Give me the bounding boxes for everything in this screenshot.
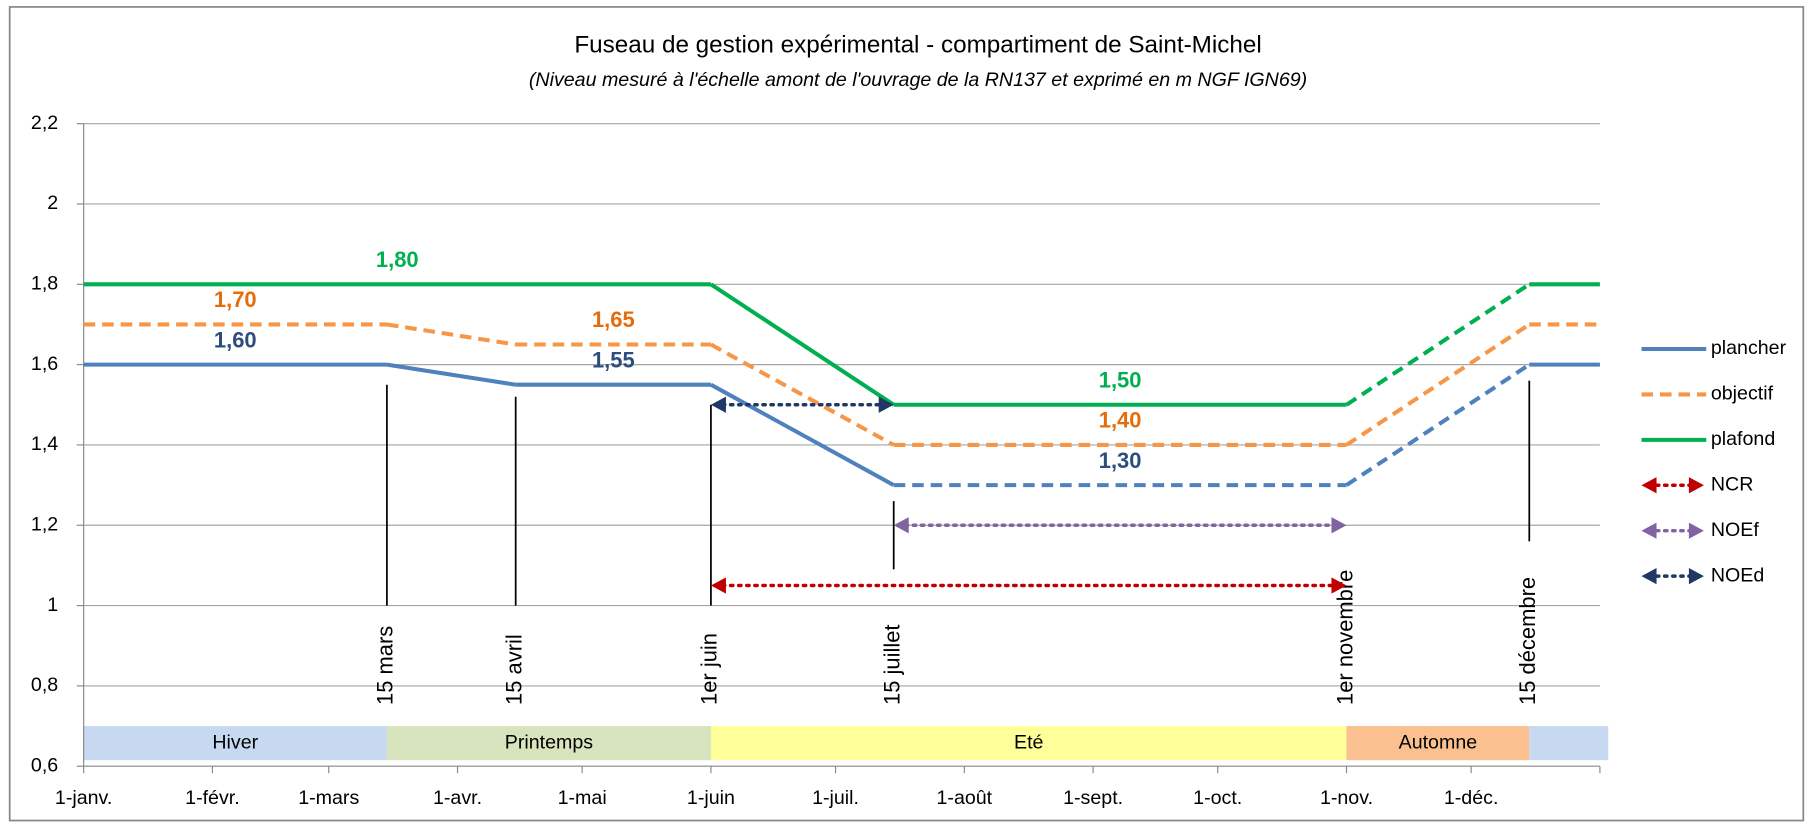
series-segment: [709, 282, 895, 407]
x-tick-label: 1-avr.: [433, 787, 482, 809]
series-segment: [709, 382, 895, 487]
season-band: [83, 726, 387, 761]
legend-arrow-head: [1641, 568, 1657, 585]
value-label: 1,55: [592, 347, 635, 372]
y-tick-label: 1,2: [31, 513, 58, 535]
legend-label: plafond: [1711, 428, 1775, 450]
season-label: Printemps: [505, 731, 594, 753]
legend-arrow-head: [1688, 477, 1704, 494]
y-tick-label: 1,4: [31, 433, 58, 455]
legend-label: NOEf: [1711, 519, 1760, 541]
chart-border: [8, 6, 1805, 822]
date-marker-label: 1er juin: [697, 633, 722, 705]
season-label: Eté: [1014, 731, 1044, 753]
x-tick-label: 1-mars: [298, 787, 359, 809]
date-marker-label: 15 mars: [373, 626, 398, 705]
value-label: 1,30: [1099, 448, 1142, 473]
season-band: [1529, 726, 1609, 761]
chart-subtitle: (Niveau mesuré à l'échelle amont de l'ou…: [529, 69, 1307, 91]
x-tick-label: 1-févr.: [185, 787, 240, 809]
legend-label: NCR: [1711, 473, 1754, 495]
y-tick-label: 2: [47, 192, 58, 214]
legend-arrow-head: [1688, 522, 1704, 539]
value-label: 1,70: [214, 287, 257, 312]
x-tick-label: 1-juil.: [812, 787, 859, 809]
arrow-head: [1331, 517, 1347, 534]
value-label: 1,60: [214, 327, 257, 352]
value-label: 1,50: [1099, 367, 1142, 392]
chart-title: Fuseau de gestion expérimental - compart…: [574, 32, 1261, 59]
legend-arrow-head: [1641, 522, 1657, 539]
y-tick-label: 1: [47, 594, 58, 616]
value-label: 1,40: [1099, 408, 1142, 433]
x-tick-label: 1-nov.: [1320, 787, 1373, 809]
arrow-head: [710, 396, 726, 413]
y-tick-label: 0,6: [31, 754, 58, 776]
arrow-head: [893, 517, 909, 534]
y-tick-label: 1,8: [31, 272, 58, 294]
x-tick-label: 1-août: [937, 787, 993, 809]
season-label: Automne: [1399, 731, 1478, 753]
x-tick-label: 1-déc.: [1444, 787, 1499, 809]
date-marker-label: 15 juillet: [880, 624, 905, 705]
x-tick-label: 1-mai: [558, 787, 607, 809]
legend-arrow-head: [1688, 568, 1704, 585]
season-band: [710, 726, 1347, 761]
legend-label: plancher: [1711, 337, 1787, 359]
value-label: 1,80: [376, 247, 419, 272]
season-band: [386, 726, 711, 761]
x-tick-label: 1-janv.: [55, 787, 112, 809]
legend-label: NOEd: [1711, 564, 1764, 586]
y-tick-label: 1,6: [31, 353, 58, 375]
legend-arrow-head: [1641, 477, 1657, 494]
season-band: [1346, 726, 1530, 761]
legend-label: objectif: [1711, 383, 1774, 405]
x-tick-label: 1-oct.: [1193, 787, 1242, 809]
arrow-head: [878, 396, 894, 413]
season-label: Hiver: [212, 731, 258, 753]
y-tick-label: 2,2: [31, 112, 58, 134]
x-tick-label: 1-sept.: [1063, 787, 1123, 809]
value-label: 1,65: [592, 307, 635, 332]
series-segment: [386, 362, 516, 387]
arrow-head: [710, 577, 726, 594]
y-tick-label: 0,8: [31, 674, 58, 696]
arrow-head: [1331, 577, 1347, 594]
date-marker-label: 15 décembre: [1515, 577, 1540, 705]
series-segment: [709, 342, 895, 447]
x-tick-label: 1-juin: [687, 787, 735, 809]
date-marker-label: 15 avril: [501, 634, 526, 705]
date-marker-label: 1er novembre: [1332, 570, 1357, 705]
series-segment: [386, 322, 516, 347]
